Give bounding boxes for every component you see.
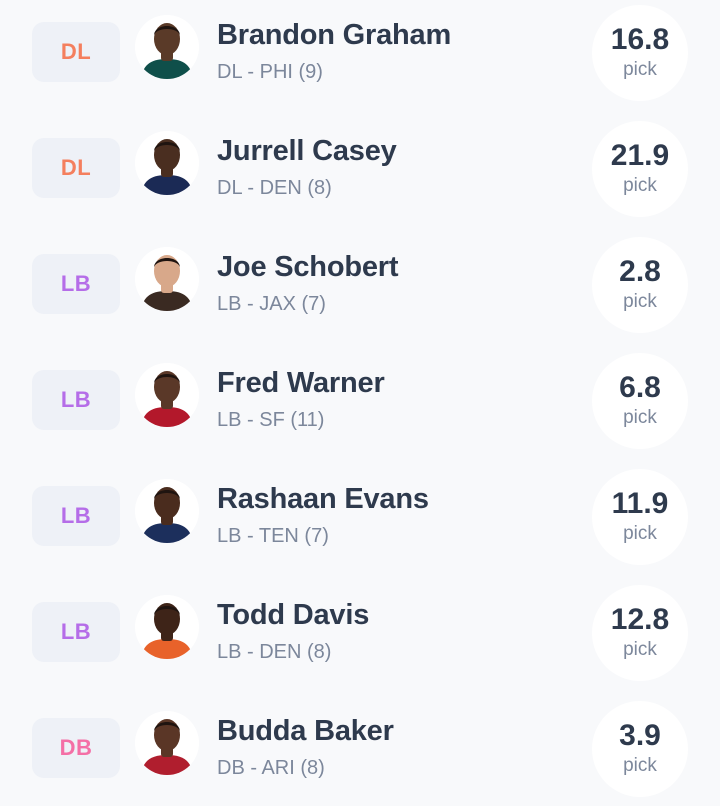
player-row[interactable]: LB Rashaan Evans LB - TEN (7) 11.9 pick <box>0 458 720 574</box>
player-headshot-icon <box>135 131 199 195</box>
pick-unit-label: pick <box>623 291 657 312</box>
player-name[interactable]: Rashaan Evans <box>217 483 429 515</box>
player-name[interactable]: Joe Schobert <box>217 251 399 283</box>
pick-unit-label: pick <box>623 59 657 80</box>
player-headshot-icon <box>135 15 199 79</box>
pick-unit-label: pick <box>623 523 657 544</box>
player-avatar <box>135 131 199 195</box>
player-name[interactable]: Todd Davis <box>217 599 370 631</box>
player-meta: DL - DEN (8) <box>217 177 332 199</box>
pick-value: 11.9 <box>611 487 669 520</box>
player-headshot-icon <box>135 711 199 775</box>
pick-value: 21.9 <box>610 139 670 172</box>
player-meta: DB - ARI (8) <box>217 757 325 779</box>
player-headshot-icon <box>135 479 199 543</box>
player-row[interactable]: LB Joe Schobert LB - JAX (7) 2.8 pick <box>0 226 720 342</box>
position-badge: LB <box>32 486 120 546</box>
pick-stat-circle: 16.8 pick <box>592 5 688 101</box>
player-avatar <box>135 363 199 427</box>
player-headshot-icon <box>135 595 199 659</box>
position-badge: LB <box>32 370 120 430</box>
pick-value: 6.8 <box>619 371 661 404</box>
player-name[interactable]: Jurrell Casey <box>217 135 397 167</box>
player-headshot-icon <box>135 363 199 427</box>
pick-stat-circle: 21.9 pick <box>592 121 688 217</box>
player-row[interactable]: DL Jurrell Casey DL - DEN (8) 21.9 pick <box>0 110 720 226</box>
player-avatar <box>135 15 199 79</box>
player-headshot-icon <box>135 247 199 311</box>
pick-unit-label: pick <box>623 639 657 660</box>
pick-stat-circle: 2.8 pick <box>592 237 688 333</box>
player-name[interactable]: Brandon Graham <box>217 19 452 51</box>
position-badge: DL <box>32 138 120 198</box>
pick-unit-label: pick <box>623 755 657 776</box>
pick-value: 3.9 <box>619 719 661 752</box>
player-meta: LB - JAX (7) <box>217 293 326 315</box>
pick-stat-circle: 11.9 pick <box>592 469 688 565</box>
player-name[interactable]: Budda Baker <box>217 715 394 747</box>
player-row[interactable]: LB Fred Warner LB - SF (11) 6.8 pick <box>0 342 720 458</box>
player-name[interactable]: Fred Warner <box>217 367 385 399</box>
position-badge: LB <box>32 254 120 314</box>
player-meta: LB - SF (11) <box>217 409 325 431</box>
player-row[interactable]: DL Brandon Graham DL - PHI (9) 16.8 pick <box>0 0 720 110</box>
pick-stat-circle: 12.8 pick <box>592 585 688 681</box>
pick-unit-label: pick <box>623 407 657 428</box>
player-row[interactable]: DB Budda Baker DB - ARI (8) 3.9 pick <box>0 690 720 806</box>
pick-value: 2.8 <box>619 255 661 288</box>
position-badge: DL <box>32 22 120 82</box>
position-badge: DB <box>32 718 120 778</box>
position-badge: LB <box>32 602 120 662</box>
player-avatar <box>135 595 199 659</box>
player-avatar <box>135 247 199 311</box>
player-meta: DL - PHI (9) <box>217 61 323 83</box>
pick-unit-label: pick <box>623 175 657 196</box>
player-meta: LB - DEN (8) <box>217 641 332 663</box>
pick-stat-circle: 3.9 pick <box>592 701 688 797</box>
player-avatar <box>135 479 199 543</box>
player-meta: LB - TEN (7) <box>217 525 329 547</box>
pick-stat-circle: 6.8 pick <box>592 353 688 449</box>
pick-value: 12.8 <box>610 603 670 636</box>
pick-value: 16.8 <box>610 23 670 56</box>
player-avatar <box>135 711 199 775</box>
player-row[interactable]: LB Todd Davis LB - DEN (8) 12.8 pick <box>0 574 720 690</box>
